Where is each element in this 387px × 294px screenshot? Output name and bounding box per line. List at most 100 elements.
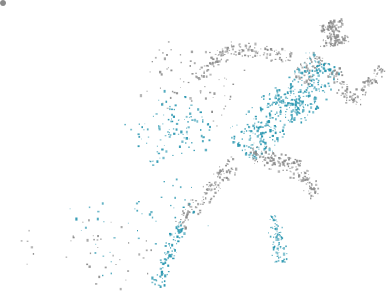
particle	[254, 55, 256, 57]
particle	[290, 83, 292, 86]
particle	[303, 180, 304, 182]
particle	[208, 186, 209, 187]
particle	[268, 153, 270, 155]
particle	[201, 135, 203, 138]
particle	[283, 133, 285, 134]
particle	[290, 95, 291, 96]
particle	[267, 105, 268, 106]
particle	[300, 118, 302, 119]
particle	[288, 166, 289, 168]
particle	[289, 91, 290, 92]
particle	[265, 132, 267, 134]
particle	[278, 115, 280, 116]
particle	[238, 44, 239, 45]
particle	[307, 70, 309, 72]
particle	[179, 229, 180, 230]
particle	[254, 43, 256, 46]
particle	[314, 60, 316, 61]
particle	[254, 51, 255, 52]
particle	[282, 227, 283, 229]
particle	[333, 81, 335, 83]
particle	[232, 141, 234, 144]
particle	[216, 187, 217, 188]
particle	[278, 244, 280, 245]
particle	[306, 63, 307, 64]
particle	[290, 92, 292, 94]
particle	[197, 213, 199, 215]
particle	[197, 108, 199, 111]
particle	[261, 153, 263, 155]
particle	[119, 259, 120, 260]
particle	[311, 66, 312, 67]
particle	[158, 153, 160, 155]
particle	[275, 216, 277, 218]
particle	[346, 97, 347, 98]
particle	[272, 244, 273, 245]
particle	[213, 97, 214, 98]
particle	[250, 145, 251, 146]
particle	[232, 158, 234, 160]
particle	[342, 81, 343, 82]
particle	[316, 106, 318, 108]
particle	[332, 43, 333, 44]
particle	[174, 249, 176, 252]
particle	[304, 67, 306, 69]
particle	[93, 235, 94, 236]
particle	[279, 101, 280, 102]
particle	[336, 92, 338, 94]
particle	[298, 68, 300, 70]
particle	[93, 239, 95, 241]
particle	[308, 174, 309, 175]
particle	[157, 151, 159, 152]
particle	[310, 198, 311, 200]
particle	[186, 137, 188, 140]
particle	[161, 273, 163, 276]
particle	[168, 119, 170, 121]
particle	[219, 187, 220, 188]
particle	[178, 227, 179, 228]
particle	[252, 107, 253, 108]
particle	[192, 199, 194, 201]
particle	[171, 109, 173, 111]
particle	[221, 59, 222, 60]
particle	[323, 40, 324, 42]
particle	[88, 219, 90, 221]
particle	[278, 89, 280, 91]
particle	[209, 182, 211, 183]
particle	[254, 47, 255, 48]
particle	[82, 222, 83, 223]
particle	[290, 100, 291, 101]
particle	[173, 239, 174, 240]
particle	[250, 55, 251, 56]
particle	[266, 57, 268, 60]
particle	[171, 114, 173, 116]
particle	[305, 120, 307, 121]
particle	[336, 72, 338, 75]
particle	[183, 221, 185, 222]
particle	[148, 137, 149, 138]
particle	[318, 68, 320, 70]
particle	[246, 47, 247, 48]
particle	[315, 182, 316, 183]
particle	[298, 92, 300, 93]
particle	[185, 142, 186, 143]
particle	[275, 228, 277, 230]
particle	[262, 108, 264, 110]
particle	[275, 252, 277, 254]
particle	[281, 61, 283, 63]
particle	[238, 142, 239, 143]
particle	[269, 159, 271, 162]
particle	[327, 35, 329, 37]
particle	[353, 93, 354, 94]
particle	[334, 70, 335, 72]
particle	[225, 165, 227, 167]
particle	[167, 108, 169, 109]
particle	[275, 233, 276, 234]
particle	[227, 52, 228, 53]
particle	[377, 72, 378, 73]
particle	[141, 126, 143, 128]
particle	[277, 248, 279, 250]
particle	[224, 86, 225, 87]
particle	[157, 274, 158, 275]
particle	[177, 240, 179, 242]
